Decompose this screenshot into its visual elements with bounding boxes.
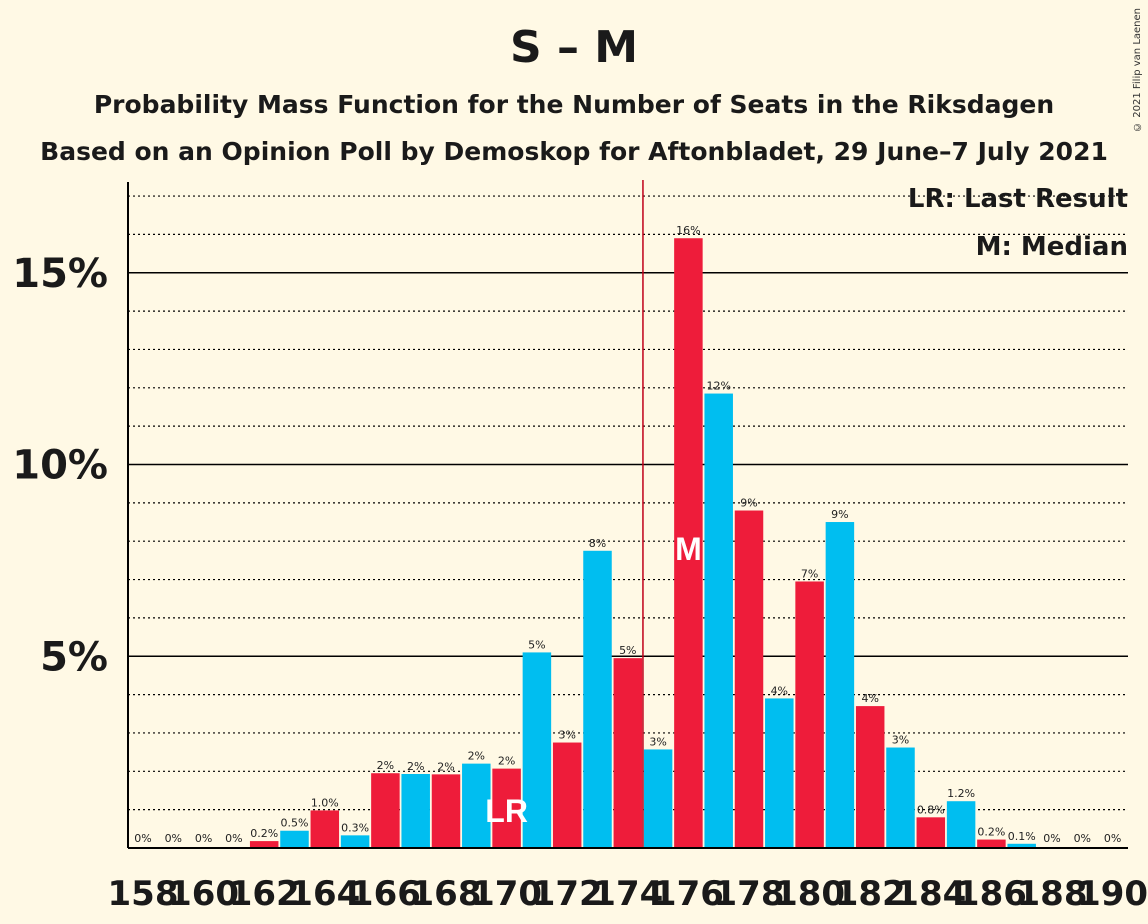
bar-label-173: 8% bbox=[589, 537, 606, 550]
bar-label-184: 0.8% bbox=[917, 803, 945, 816]
bar-label-174: 5% bbox=[619, 644, 636, 657]
bar-label-160: 0% bbox=[195, 832, 212, 845]
bar-label-179: 4% bbox=[771, 684, 788, 697]
bar-label-175: 3% bbox=[649, 735, 666, 748]
x-tick-label-172: 172 bbox=[532, 874, 603, 914]
bar-185 bbox=[946, 801, 976, 848]
bar-label-182: 4% bbox=[861, 692, 878, 705]
bar-174 bbox=[613, 658, 643, 848]
bar-183 bbox=[886, 747, 915, 848]
bar-label-169: 2% bbox=[468, 750, 485, 763]
chart-subtitle-2: Based on an Opinion Poll by Demoskop for… bbox=[40, 137, 1108, 166]
bar-179 bbox=[765, 698, 794, 848]
bar-label-158: 0% bbox=[134, 832, 151, 845]
bars: 0% 0% 0% 0% 0.2%0.5%1.0%0.3%2% 2% 2%2% 2%5%3%8%… bbox=[134, 180, 1121, 849]
bar-label-165: 0.3% bbox=[341, 821, 369, 834]
bar-182 bbox=[855, 706, 885, 848]
bar-label-159: 0% bbox=[165, 832, 182, 845]
bar-186 bbox=[977, 839, 1006, 848]
chart-title: S – M bbox=[509, 22, 639, 73]
y-tick-labels: 5% 10% 15% bbox=[12, 251, 108, 681]
bar-label-183: 3% bbox=[892, 734, 909, 747]
legend-last-result: LR: Last Result bbox=[907, 184, 1128, 214]
x-tick-label-158: 158 bbox=[108, 874, 179, 914]
bar-label-162: 0.2% bbox=[250, 827, 278, 840]
bar-163 bbox=[280, 830, 309, 848]
bar-172 bbox=[552, 742, 582, 848]
x-tick-label-184: 184 bbox=[895, 874, 966, 914]
bar-label-161: 0% bbox=[225, 832, 242, 845]
bar-label-172: 3% bbox=[558, 729, 575, 742]
bar-175 bbox=[643, 749, 673, 848]
x-tick-label-182: 182 bbox=[835, 874, 906, 914]
bar-181 bbox=[825, 522, 855, 848]
x-tick-label-186: 186 bbox=[956, 874, 1027, 914]
bar-178 bbox=[734, 510, 764, 848]
bar-label-190: 0% bbox=[1104, 832, 1121, 845]
bar-label-189: 0% bbox=[1074, 832, 1091, 845]
bar-label-163: 0.5% bbox=[281, 817, 309, 830]
x-tick-label-166: 166 bbox=[350, 874, 421, 914]
bar-label-178: 9% bbox=[740, 497, 757, 510]
y-tick-label-15: 15% bbox=[12, 251, 108, 297]
bar-label-186: 0.2% bbox=[977, 826, 1005, 839]
axes bbox=[127, 182, 1128, 849]
bar-169 bbox=[462, 763, 491, 848]
bar-166 bbox=[371, 773, 400, 848]
x-tick-label-188: 188 bbox=[1017, 874, 1088, 914]
x-tick-label-190: 190 bbox=[1077, 874, 1148, 914]
y-tick-label-10: 10% bbox=[12, 443, 108, 489]
x-tick-label-176: 176 bbox=[653, 874, 724, 914]
bar-label-167: 2% bbox=[407, 760, 424, 773]
last-result-marker: LR bbox=[485, 793, 528, 829]
legend-median: M: Median bbox=[975, 232, 1128, 262]
x-tick-label-174: 174 bbox=[592, 874, 663, 914]
bar-label-185: 1.2% bbox=[947, 787, 975, 800]
bar-label-177: 12% bbox=[706, 380, 730, 393]
bar-167 bbox=[401, 773, 430, 848]
x-tick-label-168: 168 bbox=[411, 874, 482, 914]
bar-184 bbox=[916, 817, 946, 848]
bar-180 bbox=[795, 581, 824, 848]
bar-label-171: 5% bbox=[528, 638, 545, 651]
chart-subtitle: Probability Mass Function for the Number… bbox=[93, 90, 1055, 119]
x-tick-label-170: 170 bbox=[471, 874, 542, 914]
bar-164 bbox=[310, 810, 340, 848]
median-marker: M bbox=[675, 531, 702, 567]
bar-165 bbox=[340, 835, 370, 848]
bar-187 bbox=[1007, 843, 1036, 848]
bar-label-164: 1.0% bbox=[311, 796, 339, 809]
bar-171 bbox=[522, 652, 552, 848]
bar-label-180: 7% bbox=[801, 567, 818, 580]
bar-173 bbox=[583, 550, 612, 848]
bar-label-168: 2% bbox=[437, 760, 454, 773]
x-tick-label-180: 180 bbox=[774, 874, 845, 914]
x-tick-label-178: 178 bbox=[714, 874, 785, 914]
x-tick-labels: 1581601621641661681701721741761781801821… bbox=[108, 874, 1148, 914]
bar-label-166: 2% bbox=[377, 759, 394, 772]
bar-label-181: 9% bbox=[831, 508, 848, 521]
bar-177 bbox=[704, 393, 733, 848]
bar-176 bbox=[674, 238, 703, 849]
bar-label-170: 2% bbox=[498, 755, 515, 768]
x-tick-label-164: 164 bbox=[289, 874, 360, 914]
bar-170 bbox=[492, 768, 521, 848]
x-tick-label-162: 162 bbox=[229, 874, 300, 914]
y-tick-label-5: 5% bbox=[40, 634, 108, 680]
bar-168 bbox=[431, 774, 461, 848]
bar-label-176: 16% bbox=[676, 224, 700, 237]
bar-label-188: 0% bbox=[1043, 832, 1060, 845]
bar-162 bbox=[249, 841, 279, 848]
x-tick-label-160: 160 bbox=[168, 874, 239, 914]
bar-label-187: 0.1% bbox=[1008, 830, 1036, 843]
